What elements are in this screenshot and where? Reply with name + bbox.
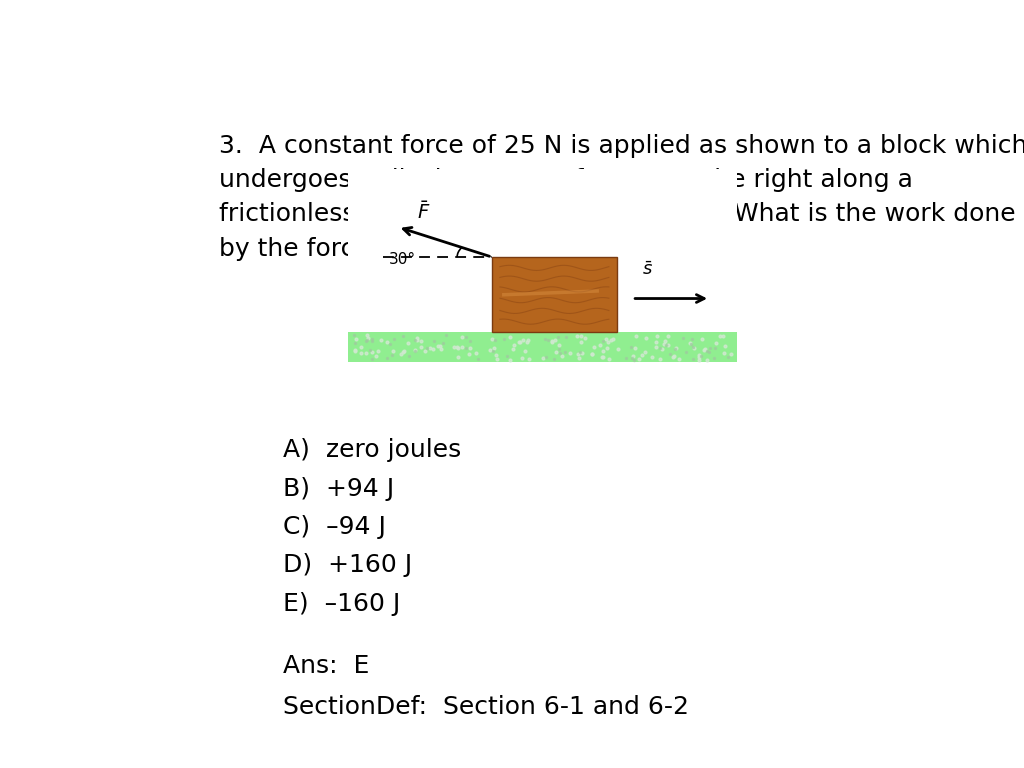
- Text: A)  zero joules: A) zero joules: [283, 438, 461, 462]
- Text: 30°: 30°: [389, 252, 416, 266]
- Bar: [348, 333, 737, 362]
- Text: E)  –160 J: E) –160 J: [283, 592, 400, 616]
- Text: $\bar{F}$: $\bar{F}$: [417, 200, 431, 223]
- Text: Ans:  E: Ans: E: [283, 654, 369, 678]
- Bar: [493, 257, 616, 333]
- Text: C)  –94 J: C) –94 J: [283, 515, 386, 539]
- Text: 3.  A constant force of 25 N is applied as shown to a block which
undergoes a di: 3. A constant force of 25 N is applied a…: [219, 134, 1024, 261]
- Text: B)  +94 J: B) +94 J: [283, 476, 394, 501]
- Text: D)  +160 J: D) +160 J: [283, 554, 412, 578]
- Text: $\bar{s}$: $\bar{s}$: [642, 261, 653, 280]
- Text: SectionDef:  Section 6-1 and 6-2: SectionDef: Section 6-1 and 6-2: [283, 695, 689, 720]
